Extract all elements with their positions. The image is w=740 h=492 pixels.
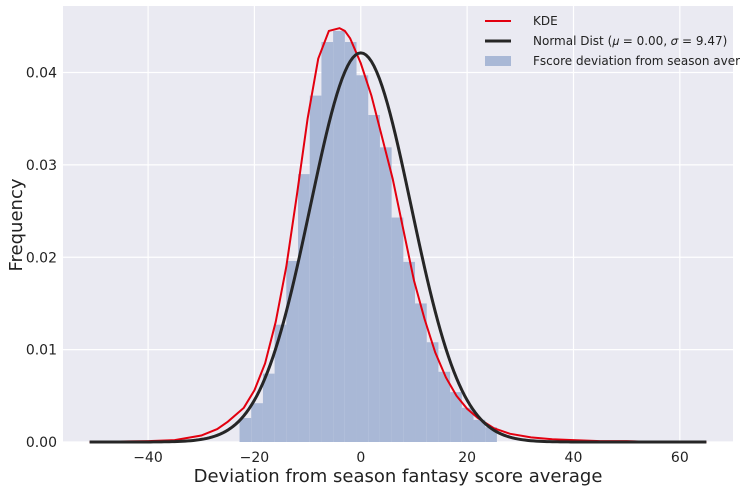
histogram-bars	[239, 30, 497, 443]
y-axis-label: Frequency	[6, 178, 27, 271]
histogram-bar	[321, 42, 334, 443]
kde-line	[89, 27, 707, 443]
histogram-bar	[426, 342, 439, 442]
legend-kde-label: KDE	[533, 14, 558, 28]
histogram-bar	[262, 373, 275, 442]
histogram-bar	[344, 42, 357, 443]
x-tick-label: 20	[458, 450, 476, 466]
histogram-bar	[403, 261, 416, 442]
tick-labels: −40 −20 0 20 40 60 0.00 0.01 0.02 0.03 0.04	[26, 66, 689, 466]
histogram-bar	[239, 417, 252, 442]
histogram-bar	[251, 403, 263, 442]
legend: KDE Normal Dist (𝜇 = 0.00, 𝜎 = 9.47) Fsc…	[485, 14, 740, 68]
histogram-bar	[450, 392, 462, 442]
series-lines	[89, 27, 707, 444]
legend-histogram-swatch	[485, 56, 511, 66]
histogram-bar	[438, 371, 451, 442]
histogram-bar	[461, 407, 474, 442]
y-tick-label: 0.01	[26, 343, 57, 359]
x-tick-label: 40	[565, 450, 583, 466]
x-tick-label: −20	[240, 450, 270, 466]
y-tick-label: 0.03	[26, 158, 57, 174]
histogram-bar	[286, 260, 299, 442]
x-axis-label: Deviation from season fantasy score aver…	[194, 466, 603, 487]
histogram-bar	[309, 95, 322, 443]
histogram-bar	[379, 147, 392, 442]
x-tick-label: 0	[356, 450, 365, 466]
histogram-bar	[274, 324, 287, 442]
histogram-bar	[485, 427, 497, 442]
normal-dist-line	[89, 51, 707, 444]
x-tick-label: 60	[671, 450, 689, 466]
histogram-bar	[391, 217, 404, 442]
y-tick-label: 0.00	[26, 435, 57, 451]
histogram-bar	[356, 75, 369, 442]
histogram-bar	[368, 115, 380, 442]
histogram-bar	[415, 303, 427, 442]
y-tick-label: 0.04	[26, 66, 57, 82]
x-tick-label: −40	[133, 450, 163, 466]
legend-histogram-label: Fscore deviation from season average	[533, 54, 740, 68]
histogram-bar	[298, 174, 310, 442]
y-tick-label: 0.02	[26, 250, 57, 266]
legend-normal-label: Normal Dist (𝜇 = 0.00, 𝜎 = 9.47)	[533, 34, 727, 48]
histogram-bar	[473, 419, 486, 442]
histogram-bar	[333, 30, 345, 443]
